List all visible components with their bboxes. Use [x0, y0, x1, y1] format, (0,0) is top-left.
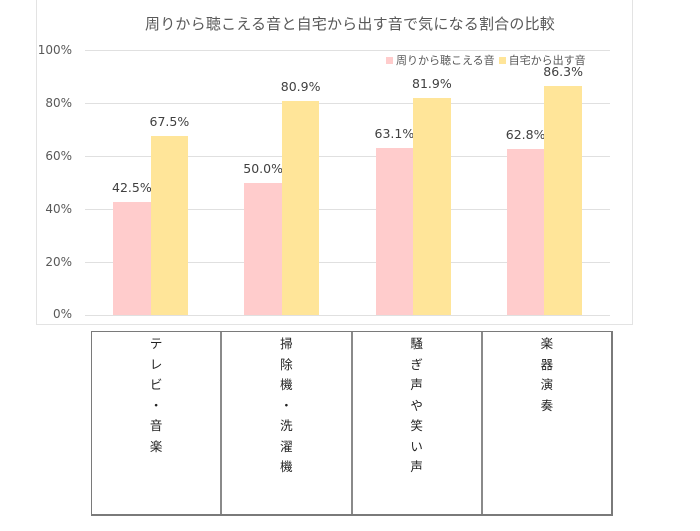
gridline	[85, 315, 610, 316]
gridline	[85, 262, 610, 263]
gridline	[85, 209, 610, 210]
category-label: 楽 器 演 奏	[540, 336, 554, 413]
y-tick: 20%	[45, 255, 72, 269]
bar-home	[150, 136, 189, 315]
legend-swatch-yellow	[498, 56, 506, 64]
category-label: 掃 除 機 ・ 洗 濯 機	[280, 336, 293, 474]
bar-surrounding	[506, 148, 545, 315]
data-label: 50.0%	[243, 160, 283, 176]
gridline	[85, 50, 610, 51]
bar-surrounding	[113, 202, 151, 315]
data-label: 62.8%	[505, 126, 546, 142]
category-cell-tv-music: テ レ ビ ・ 音 楽	[92, 332, 223, 514]
category-table: テ レ ビ ・ 音 楽 掃 除 機 ・ 洗 濯 機 騒 ぎ 声 や 笑 い 声 …	[91, 331, 613, 516]
bar-home	[544, 86, 582, 315]
legend-label: 周りから聴こえる音	[396, 54, 495, 67]
category-label: テ レ ビ ・ 音 楽	[149, 336, 163, 454]
chart-title: 周りから聴こえる音と自宅から出す音で気になる割合の比較	[145, 15, 555, 33]
legend-label: 自宅から出す音	[508, 54, 586, 67]
chart-legend: 周りから聴こえる音 自宅から出す音	[386, 52, 590, 68]
category-cell-voices: 騒 ぎ 声 や 笑 い 声	[353, 332, 483, 514]
y-tick: 40%	[45, 202, 72, 216]
y-tick: 60%	[45, 149, 72, 163]
legend-item-home: 自宅から出す音	[498, 52, 586, 68]
gridline	[85, 156, 610, 157]
gridline	[85, 103, 610, 104]
legend-item-surrounding: 周りから聴こえる音	[386, 52, 495, 68]
category-cell-instruments: 楽 器 演 奏	[483, 332, 611, 514]
data-label: 42.5%	[112, 180, 152, 196]
data-label: 63.1%	[374, 125, 415, 141]
data-label: 81.9%	[412, 75, 452, 91]
bar-surrounding	[244, 182, 282, 315]
y-tick: 80%	[45, 96, 72, 110]
y-tick: 100%	[37, 43, 72, 57]
category-label: 騒 ぎ 声 や 笑 い 声	[410, 336, 423, 474]
legend-swatch-pink	[386, 56, 393, 64]
data-label: 67.5%	[149, 114, 190, 130]
bar-home	[413, 97, 451, 315]
data-label: 86.3%	[543, 64, 583, 80]
data-label: 80.9%	[280, 78, 321, 94]
category-cell-appliances: 掃 除 機 ・ 洗 濯 機	[222, 332, 353, 514]
y-tick: 0%	[52, 307, 72, 321]
bar-surrounding	[375, 147, 414, 315]
bar-home	[281, 100, 320, 315]
